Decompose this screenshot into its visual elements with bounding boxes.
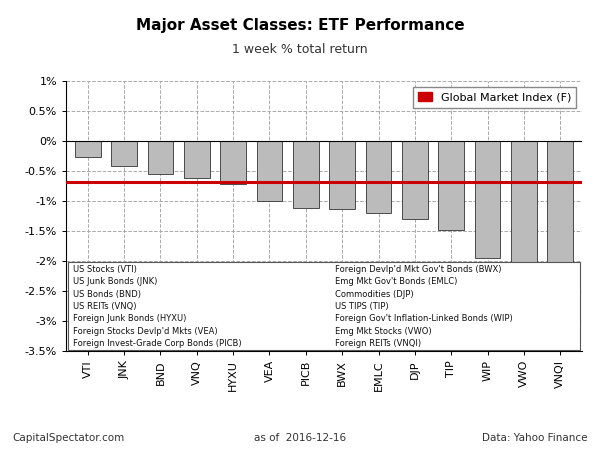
Text: 1 week % total return: 1 week % total return <box>232 43 368 56</box>
Text: US Stocks (VTI): US Stocks (VTI) <box>73 265 137 274</box>
Text: Foreign Invest-Grade Corp Bonds (PICB): Foreign Invest-Grade Corp Bonds (PICB) <box>73 339 242 348</box>
Bar <box>75 141 101 157</box>
Legend: Global Market Index (F): Global Market Index (F) <box>413 86 577 108</box>
Text: Foreign Devlp'd Mkt Gov't Bonds (BWX): Foreign Devlp'd Mkt Gov't Bonds (BWX) <box>335 265 502 274</box>
Bar <box>257 141 282 201</box>
Bar <box>366 141 391 213</box>
Text: US REITs (VNQ): US REITs (VNQ) <box>73 302 137 311</box>
Bar <box>402 141 428 219</box>
Text: US Junk Bonds (JNK): US Junk Bonds (JNK) <box>73 278 158 287</box>
Bar <box>220 141 246 184</box>
Bar <box>329 141 355 209</box>
Bar <box>68 262 580 350</box>
Bar <box>547 141 573 330</box>
Text: Emg Mkt Stocks (VWO): Emg Mkt Stocks (VWO) <box>335 327 431 336</box>
Text: CapitalSpectator.com: CapitalSpectator.com <box>12 433 124 443</box>
Text: US Bonds (BND): US Bonds (BND) <box>73 290 141 299</box>
Text: Emg Mkt Gov't Bonds (EMLC): Emg Mkt Gov't Bonds (EMLC) <box>335 278 457 287</box>
Text: Foreign Junk Bonds (HYXU): Foreign Junk Bonds (HYXU) <box>73 315 187 324</box>
Bar <box>293 141 319 208</box>
Text: Commodities (DJP): Commodities (DJP) <box>335 290 413 299</box>
Text: Foreign Stocks Devlp'd Mkts (VEA): Foreign Stocks Devlp'd Mkts (VEA) <box>73 327 218 336</box>
Text: Data: Yahoo Finance: Data: Yahoo Finance <box>482 433 588 443</box>
Bar <box>511 141 536 310</box>
Text: as of  2016-12-16: as of 2016-12-16 <box>254 433 346 443</box>
Bar <box>475 141 500 258</box>
Text: Major Asset Classes: ETF Performance: Major Asset Classes: ETF Performance <box>136 18 464 33</box>
Bar <box>184 141 209 178</box>
Text: US TIPS (TIP): US TIPS (TIP) <box>335 302 389 311</box>
Text: Foreign Gov't Inflation-Linked Bonds (WIP): Foreign Gov't Inflation-Linked Bonds (WI… <box>335 315 512 324</box>
Text: Foreign REITs (VNQI): Foreign REITs (VNQI) <box>335 339 421 348</box>
Bar <box>112 141 137 166</box>
Bar <box>439 141 464 230</box>
Bar <box>148 141 173 174</box>
